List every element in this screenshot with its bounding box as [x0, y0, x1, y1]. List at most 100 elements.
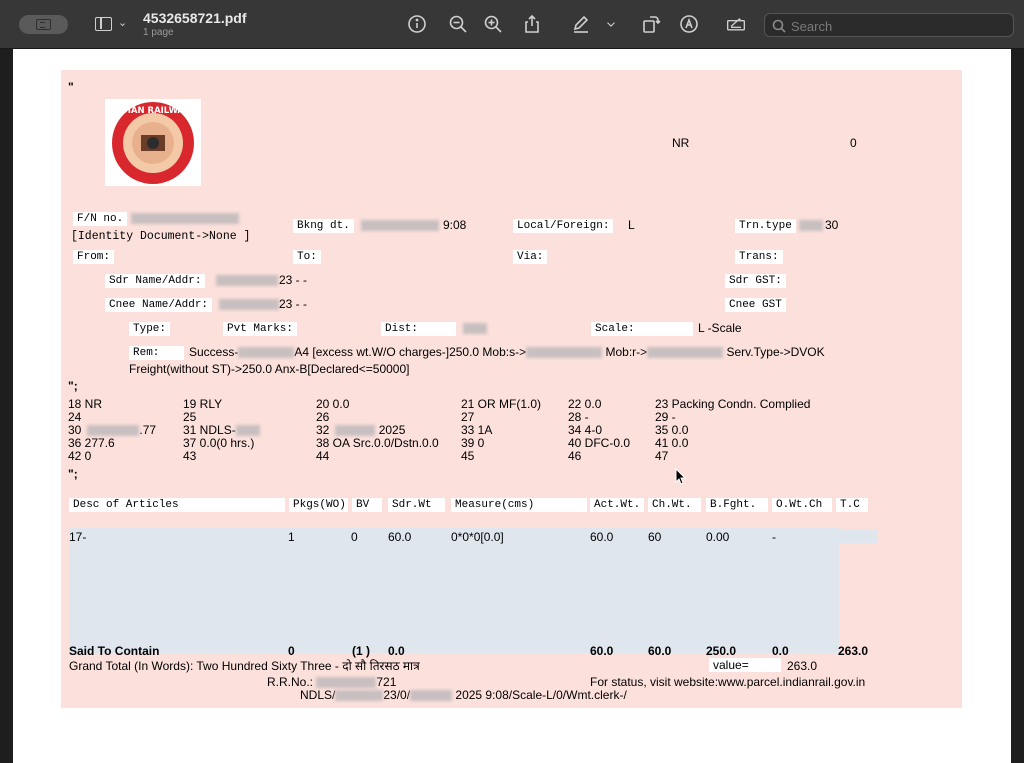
- value-amount: 263.0: [787, 659, 818, 673]
- local-foreign-label: Local/Foreign:: [513, 219, 614, 233]
- column-header: B.Fght.: [706, 498, 768, 512]
- zoom-out-icon[interactable]: [447, 13, 469, 35]
- total-cell: 250.0: [706, 644, 737, 658]
- train-type-value: 30: [825, 218, 839, 232]
- quote-mark: ";: [68, 467, 78, 481]
- dist-label: Dist:: [381, 322, 456, 336]
- total-cell: (1 ): [352, 644, 370, 658]
- rr-label: R.R.No.:: [267, 675, 317, 689]
- code-cell: 29 -: [655, 410, 676, 424]
- column-header: Desc of Articles: [69, 498, 285, 512]
- code-tail: 2025: [375, 423, 406, 437]
- column-header: Act.Wt.: [590, 498, 644, 512]
- code-cell: 18 NR: [68, 397, 103, 411]
- zoom-in-icon[interactable]: [482, 13, 504, 35]
- table-cell: 0: [351, 530, 358, 544]
- code-cell: 21 OR MF(1.0): [461, 397, 542, 411]
- code-cell: 33 1A: [461, 423, 493, 437]
- page-count: 1 page: [143, 27, 174, 38]
- column-header: Ch.Wt.: [648, 498, 701, 512]
- rr-tail: 721: [376, 675, 397, 689]
- chevron-down-icon[interactable]: ⌄: [118, 16, 128, 29]
- code-cell: 26: [316, 410, 330, 424]
- scale-label: Scale:: [591, 322, 693, 336]
- sender-label: Sdr Name/Addr:: [105, 274, 206, 288]
- via-label: Via:: [513, 250, 548, 264]
- remarks-part3: Serv.Type->DVOK: [726, 345, 825, 359]
- total-cell: 0: [288, 644, 295, 658]
- toolbar: ⌄ 4532658721.pdf 1 page Search: [0, 0, 1024, 49]
- chevron-down-icon[interactable]: [604, 13, 618, 35]
- highlight-icon[interactable]: [678, 13, 700, 35]
- table-cell: 1: [288, 530, 295, 544]
- code-cell: 37 0.0(0 hrs.): [183, 436, 255, 450]
- header-zero: 0: [850, 136, 857, 150]
- status-website: For status, visit website:www.parcel.ind…: [590, 675, 866, 689]
- footer-prefix: NDLS/: [300, 688, 336, 702]
- booking-date-label: Bkng dt.: [293, 219, 354, 233]
- mouse-cursor-icon: [675, 468, 687, 485]
- identity-document: [Identity Document->None ]: [71, 230, 251, 243]
- sidebar-toggle-button[interactable]: [19, 15, 68, 34]
- value-label: value=: [709, 658, 781, 672]
- column-header: T.C: [836, 498, 868, 512]
- booking-date-value: [361, 220, 439, 233]
- column-header: O.Wt.Ch: [772, 498, 832, 512]
- code-cell: 30.77: [68, 423, 157, 437]
- markup-pen-icon[interactable]: [570, 13, 592, 35]
- pdf-page: " INDIAN RAILWAYS NR 0 F/N no. [Identity…: [13, 49, 1011, 763]
- code-cell: 32 2025: [316, 423, 406, 437]
- column-header: Sdr.Wt: [388, 498, 445, 512]
- remarks-part2: Mob:r->: [605, 345, 648, 359]
- train-type-label: Trn.type: [735, 219, 796, 233]
- sender-value: 23 - -: [279, 273, 308, 287]
- code-cell: 40 DFC-0.0: [568, 436, 631, 450]
- code-cell: 28 -: [568, 410, 589, 424]
- share-icon[interactable]: [521, 13, 543, 35]
- code-cell: 38 OA Src.0.0/Dstn.0.0: [316, 436, 439, 450]
- quote-mark: ": [68, 80, 74, 94]
- footer-mid: 23/0/: [383, 688, 411, 702]
- code-blur: [335, 425, 376, 437]
- info-icon[interactable]: [406, 13, 428, 35]
- code-cell: 35 0.0: [655, 423, 689, 437]
- remarks-line1: Success- A4 [excess wt.W/O charges-]250.0…: [189, 346, 825, 359]
- code-cell: 27: [461, 410, 475, 424]
- remarks-line2: Freight(without ST)->250.0 Anx-B[Declare…: [129, 362, 410, 376]
- fn-value: [131, 213, 239, 226]
- column-header: Measure(cms): [451, 498, 587, 512]
- sender-gst-label: Sdr GST:: [725, 274, 786, 288]
- quote-mark: ";: [68, 379, 78, 393]
- consignee-value: 23 - -: [279, 297, 308, 311]
- search-icon: [772, 19, 786, 33]
- table-cell: 0*0*0[0.0]: [451, 530, 504, 544]
- type-label: Type:: [129, 322, 171, 336]
- rotate-icon[interactable]: [640, 13, 662, 35]
- code-cell: 19 RLY: [183, 397, 223, 411]
- table-cell: 60: [648, 530, 662, 544]
- code-blur: [235, 425, 260, 437]
- total-cell: 60.0: [648, 644, 672, 658]
- code-cell: 43: [183, 449, 197, 463]
- code-cell: 24: [68, 410, 82, 424]
- footer-tail: 2025 9:08/Scale-L/0/Wmt.clerk-/: [455, 688, 627, 702]
- signature-icon[interactable]: [723, 13, 749, 35]
- footer-line: NDLS/23/0/ 2025 9:08/Scale-L/0/Wmt.clerk…: [300, 689, 627, 702]
- code-cell: 23 Packing Condn. Complied: [655, 397, 811, 411]
- consignee-blur: [219, 299, 279, 312]
- sender-blur: [216, 275, 278, 288]
- code-cell: 39 0: [461, 436, 485, 450]
- header-nr: NR: [672, 136, 690, 150]
- code-cell: 47: [655, 449, 669, 463]
- table-cell: 17-: [69, 530, 87, 544]
- total-cell: 263.0: [838, 644, 869, 658]
- pvt-marks-label: Pvt Marks:: [223, 322, 298, 336]
- booking-time: 9:08: [443, 218, 467, 232]
- table-cell: 0.00: [706, 530, 730, 544]
- code-cell: 42 0: [68, 449, 92, 463]
- sidebar-icon[interactable]: [95, 17, 112, 31]
- search-field[interactable]: Search: [764, 13, 1014, 37]
- grand-total-words: Grand Total (In Words): Two Hundred Sixt…: [69, 659, 420, 673]
- consignee-gst-label: Cnee GST: [725, 298, 786, 312]
- table-cell: -: [772, 530, 776, 544]
